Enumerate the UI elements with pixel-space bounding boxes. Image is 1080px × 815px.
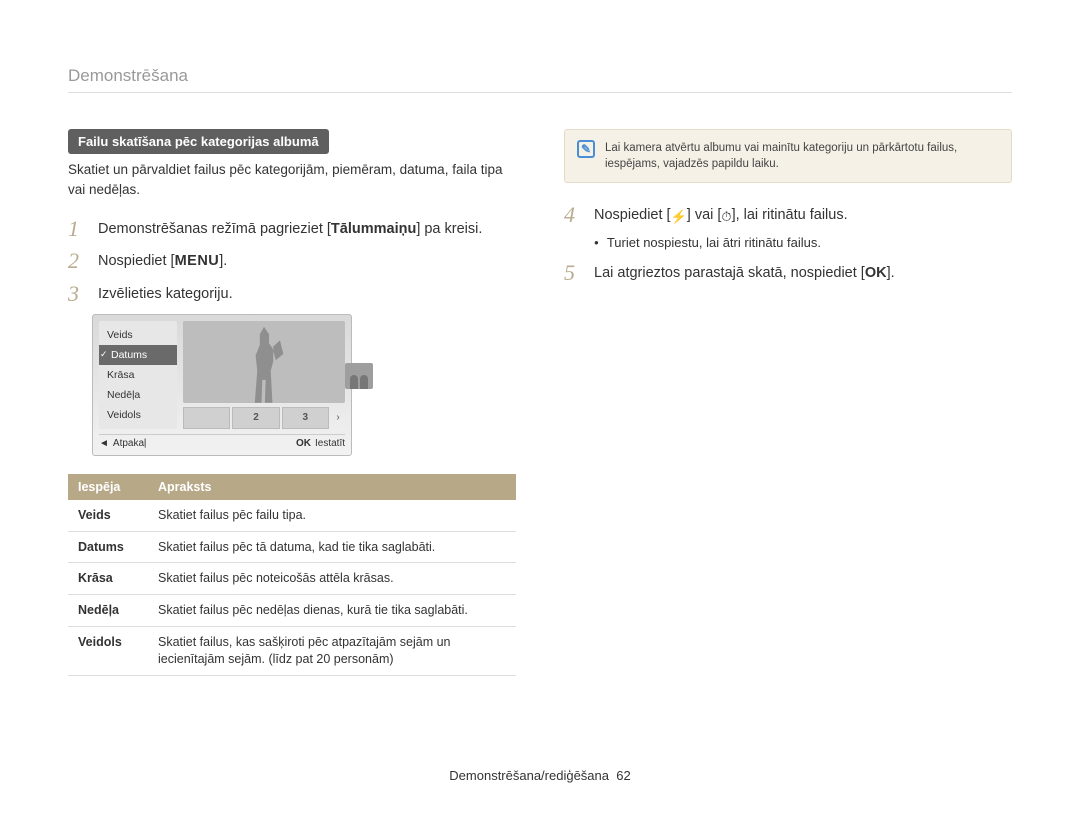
step5-a: Lai atgrieztos parastajā skatā, nospiedi… bbox=[594, 265, 865, 281]
step4-sub-bullet: Turiet nospiestu, lai ātri ritinātu fail… bbox=[594, 235, 1012, 250]
step-text: Izvēlieties kategoriju. bbox=[98, 282, 233, 306]
content-columns: Failu skatīšana pēc kategorijas albumā S… bbox=[68, 129, 1012, 676]
step1-a: Demonstrēšanas režīmā pagrieziet [ bbox=[98, 221, 331, 237]
lcd-menu-item: Krāsa bbox=[99, 365, 177, 385]
footer-text: Demonstrēšana/rediģēšana bbox=[449, 768, 609, 783]
section-title: Demonstrēšana bbox=[68, 66, 1012, 86]
page-footer: Demonstrēšana/rediģēšana 62 bbox=[0, 768, 1080, 783]
step4-mid: ] vai [ bbox=[687, 207, 722, 223]
step-text: Lai atgrieztos parastajā skatā, nospiedi… bbox=[594, 261, 895, 285]
option-name: Datums bbox=[68, 531, 148, 563]
intro-text: Skatiet un pārvaldiet failus pēc kategor… bbox=[68, 160, 516, 199]
chevron-right-icon: › bbox=[331, 412, 345, 423]
lcd-screenshot: VeidsDatumsKrāsaNedēļaVeidols 2 3 › bbox=[92, 314, 516, 456]
th-description: Apraksts bbox=[148, 474, 516, 500]
th-option: Iespēja bbox=[68, 474, 148, 500]
lcd-ok: OK bbox=[296, 438, 311, 449]
step-number: 5 bbox=[564, 261, 584, 285]
lcd-menu-item: Datums bbox=[99, 345, 177, 365]
step4-a: Nospiediet [ bbox=[594, 207, 671, 223]
step-3: 3 Izvēlieties kategoriju. bbox=[68, 282, 516, 306]
lcd-preview: 2 3 › bbox=[183, 321, 345, 429]
silhouette-icon bbox=[243, 327, 285, 403]
table-row: VeidolsSkatiet failus, kas sašķiroti pēc… bbox=[68, 627, 516, 676]
lcd-back-label: Atpakaļ bbox=[113, 438, 146, 449]
step1-b: ] pa kreisi. bbox=[416, 221, 482, 237]
steps-right: 4 Nospiediet [ ] vai [ ], lai ritinātu fai… bbox=[564, 203, 1012, 227]
step-2: 2 Nospiediet [MENU]. bbox=[68, 249, 516, 273]
note-text: Lai kamera atvērtu albumu vai mainītu ka… bbox=[605, 140, 999, 172]
option-name: Veidols bbox=[68, 627, 148, 676]
lcd-back: ◄ Atpakaļ bbox=[99, 438, 146, 449]
flash-icon bbox=[671, 207, 687, 227]
lcd-footer: ◄ Atpakaļ OK Iestatīt bbox=[99, 434, 345, 449]
lcd-photo bbox=[183, 321, 345, 403]
lcd-menu-item: Veids bbox=[99, 325, 177, 345]
step-4: 4 Nospiediet [ ] vai [ ], lai ritinātu fai… bbox=[564, 203, 1012, 227]
steps-right-2: 5 Lai atgrieztos parastajā skatā, nospie… bbox=[564, 261, 1012, 285]
step-number: 2 bbox=[68, 249, 88, 273]
table-row: NedēļaSkatiet failus pēc nedēļas dienas,… bbox=[68, 595, 516, 627]
lcd-set-label: Iestatīt bbox=[315, 438, 345, 449]
option-name: Krāsa bbox=[68, 563, 148, 595]
option-description: Skatiet failus pēc noteicošās attēla krā… bbox=[148, 563, 516, 595]
options-table: Iespēja Apraksts VeidsSkatiet failus pēc… bbox=[68, 474, 516, 676]
timer-icon bbox=[721, 207, 731, 227]
table-row: VeidsSkatiet failus pēc failu tipa. bbox=[68, 500, 516, 531]
lcd-thumbnail-strip: 2 3 › bbox=[183, 407, 345, 429]
footer-page-number: 62 bbox=[616, 768, 630, 783]
step-text: Demonstrēšanas režīmā pagrieziet [Tālumm… bbox=[98, 217, 482, 241]
table-row: DatumsSkatiet failus pēc tā datuma, kad … bbox=[68, 531, 516, 563]
lcd-menu-item: Nedēļa bbox=[99, 385, 177, 405]
step1-bold: Tālummaiņu bbox=[331, 221, 416, 237]
left-column: Failu skatīšana pēc kategorijas albumā S… bbox=[68, 129, 516, 676]
lcd-menu: VeidsDatumsKrāsaNedēļaVeidols bbox=[99, 321, 177, 429]
step-5: 5 Lai atgrieztos parastajā skatā, nospie… bbox=[564, 261, 1012, 285]
option-description: Skatiet failus, kas sašķiroti pēc atpazī… bbox=[148, 627, 516, 676]
option-name: Nedēļa bbox=[68, 595, 148, 627]
option-description: Skatiet failus pēc tā datuma, kad tie ti… bbox=[148, 531, 516, 563]
ok-label: OK bbox=[865, 265, 887, 281]
option-description: Skatiet failus pēc nedēļas dienas, kurā … bbox=[148, 595, 516, 627]
lcd-menu-item: Veidols bbox=[99, 405, 177, 425]
divider bbox=[68, 92, 1012, 93]
info-icon: ✎ bbox=[577, 140, 595, 158]
people-icon bbox=[345, 363, 373, 389]
info-note: ✎ Lai kamera atvērtu albumu vai mainītu … bbox=[564, 129, 1012, 183]
subsection-pill: Failu skatīšana pēc kategorijas albumā bbox=[68, 129, 329, 154]
step4-b: ], lai ritinātu failus. bbox=[732, 207, 848, 223]
menu-label: MENU bbox=[175, 251, 220, 273]
step-number: 4 bbox=[564, 203, 584, 227]
step5-b: ]. bbox=[887, 265, 895, 281]
step2-a: Nospiediet [ bbox=[98, 253, 175, 269]
table-row: KrāsaSkatiet failus pēc noteicošās attēl… bbox=[68, 563, 516, 595]
step-number: 3 bbox=[68, 282, 88, 306]
step2-b: ]. bbox=[219, 253, 227, 269]
steps-left: 1 Demonstrēšanas režīmā pagrieziet [Tālu… bbox=[68, 217, 516, 306]
step-number: 1 bbox=[68, 217, 88, 241]
step-text: Nospiediet [ ] vai [ ], lai ritinātu failu… bbox=[594, 203, 848, 227]
lcd-thumb bbox=[183, 407, 230, 429]
lcd-thumb: 3 bbox=[282, 407, 329, 429]
step4-sub-text: Turiet nospiestu, lai ātri ritinātu fail… bbox=[607, 235, 821, 250]
step-1: 1 Demonstrēšanas režīmā pagrieziet [Tālu… bbox=[68, 217, 516, 241]
step-text: Nospiediet [MENU]. bbox=[98, 249, 227, 273]
right-column: ✎ Lai kamera atvērtu albumu vai mainītu … bbox=[564, 129, 1012, 676]
option-name: Veids bbox=[68, 500, 148, 531]
lcd-thumb: 2 bbox=[232, 407, 279, 429]
lcd-set: OK Iestatīt bbox=[296, 438, 345, 449]
option-description: Skatiet failus pēc failu tipa. bbox=[148, 500, 516, 531]
